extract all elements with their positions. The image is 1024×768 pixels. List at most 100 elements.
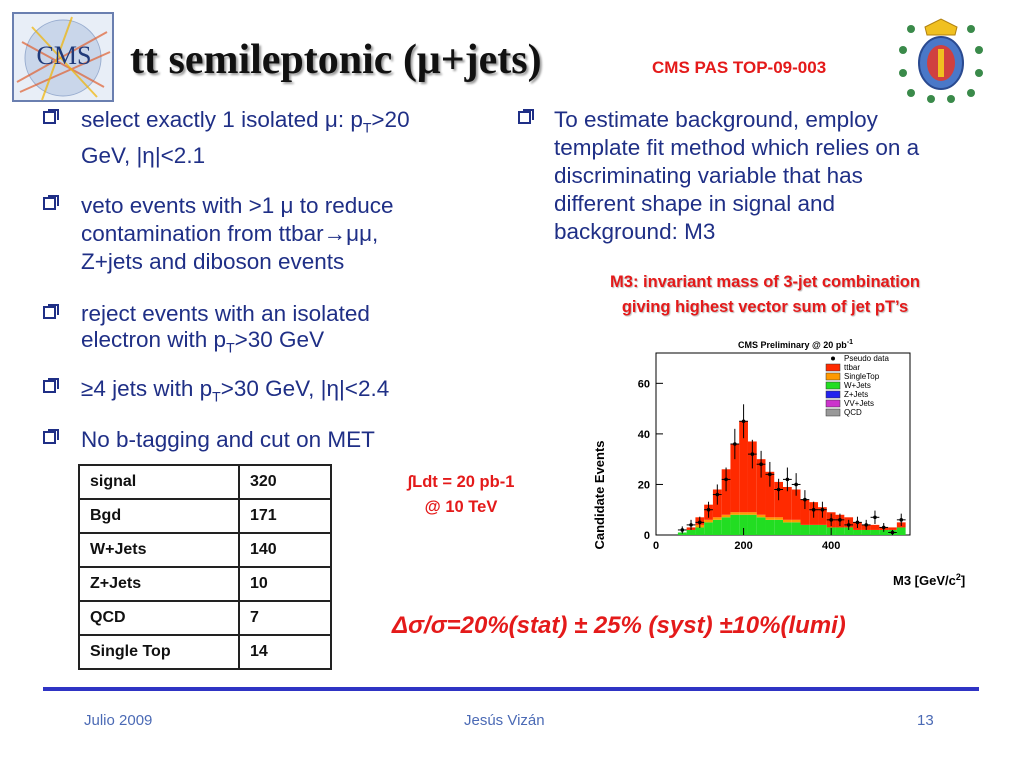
bar-singletop [730,512,740,515]
bar-wjets [739,514,748,535]
chart-legend: Pseudo datattbarSingleTopW+JetsZ+JetsVV+… [825,354,889,417]
bar-singletop [756,514,766,518]
data-point [715,492,720,497]
table-cell-name: signal [78,464,240,500]
bullet-text: ≥4 jets with p [81,376,213,401]
table-cell-value: 7 [238,600,332,636]
legend-marker [831,356,835,361]
bullet-text: different shape in signal and [554,191,836,216]
legend-label: ttbar [844,363,860,372]
bullet-reject-electron: reject events with an isolated electron … [43,301,541,361]
table-cell-name: Single Top [78,634,240,670]
bar-wjets [809,524,819,535]
reference-label: CMS PAS TOP-09-003 [652,58,827,77]
cms-logo: CMS [12,12,114,102]
y-tick-label: 40 [638,429,650,441]
cross-section-result: Δσ/σ=20%(stat) ± 25% (syst) ±10%(lumi) [392,612,846,639]
m3-note-line: giving highest vector sum of jet pT’s [621,298,909,316]
data-point [776,487,781,492]
luminosity-note: ∫Ldt = 20 pb-1 @ 10 TeV [372,470,550,520]
event-count-table: signal 320 Bgd 171 W+Jets 140 Z+Jets 10 QCD 7… [78,464,332,670]
svg-text:CMS: CMS [37,41,92,70]
data-point [838,518,842,522]
bullet-text: contamination from ttbar→μμ, [81,221,379,246]
table-row: Bgd 171 [78,498,332,534]
bar-singletop [765,517,775,520]
bar-wjets [870,529,880,535]
table-row: QCD 7 [78,600,332,636]
bar-wjets [686,529,696,535]
legend-label: Pseudo data [844,354,889,363]
data-point [803,497,807,502]
bar-wjets [783,522,792,535]
bullet-text: No b-tagging and cut on MET [81,427,375,452]
checkbox-bullet-icon [43,378,59,393]
subscript: T [226,339,235,356]
table-row: W+Jets 140 [78,532,332,568]
bar-ttbar [747,441,757,513]
bar-singletop [791,519,801,523]
bar-ttbar [739,421,748,513]
table-cell-value: 171 [238,498,332,534]
legend-label: QCD [844,408,862,417]
legend-swatch [825,363,841,372]
data-point [811,507,816,512]
table-cell-name: QCD [78,600,240,636]
bar-wjets [704,522,713,535]
data-point [846,523,851,527]
bullet-text: veto events with >1 μ to reduce [81,193,394,218]
bar-wjets [730,514,740,535]
bar-singletop [739,512,748,515]
m3-histogram-svg: CMS Preliminary @ 20 pb-1 Candidate Even… [592,339,965,588]
bar-singletop [747,512,757,515]
bar-wjets [879,529,889,535]
bar-wjets [756,517,766,535]
bar-wjets [791,522,801,535]
bullet-text: reject events with an isolated [81,301,370,326]
chart-xlabel: M3 [GeV/c2] [893,572,965,588]
data-point [820,507,825,512]
bullet-select-muon: select exactly 1 isolated μ: pT>20 GeV, … [43,106,541,170]
bar-wjets [765,519,775,535]
data-point [794,482,798,487]
bar-wjets [747,514,757,535]
x-tick-label: 0 [653,540,659,552]
bar-ttbar [756,459,766,515]
subscript: T [212,388,221,405]
bullet-text: discriminating variable that has [554,163,863,188]
bar-singletop [721,514,731,518]
bar-singletop [783,519,792,523]
legend-label: VV+Jets [844,399,874,408]
data-point [855,520,860,525]
y-tick-label: 0 [644,530,650,542]
data-point [689,523,693,527]
x-tick-label: 200 [734,540,752,552]
checkbox-bullet-icon [518,109,534,124]
lumi-line: @ 10 TeV [424,498,498,516]
bullet-text: electron with p [81,327,227,352]
bar-ttbar [730,444,740,513]
checkbox-bullet-icon [43,195,59,210]
bullet-text: GeV, |η|<2.1 [81,142,206,168]
slide-title: tt semileptonic (μ+jets) [130,37,542,83]
table-row: Z+Jets 10 [78,566,332,602]
bullet-jets: ≥4 jets with pT>30 GeV, |η|<2.4 [43,375,541,411]
data-point [724,477,728,482]
legend-swatch [825,381,841,390]
bullet-text: To estimate background, employ [554,107,878,132]
m3-histogram: CMS Preliminary @ 20 pb-1 Candidate Even… [578,335,988,595]
data-point [750,452,755,456]
legend-swatch [825,390,841,399]
bullet-text: >30 GeV [234,327,325,352]
table-cell-value: 14 [238,634,332,670]
data-point [899,518,904,522]
table-row: Single Top 14 [78,634,332,670]
bar-singletop [712,517,722,520]
data-point [873,515,877,520]
table-cell-value: 10 [238,566,332,602]
bar-wjets [721,517,731,535]
y-tick-label: 60 [638,378,650,390]
data-point [759,462,763,467]
data-point [741,419,746,424]
legend-label: Z+Jets [844,390,868,399]
